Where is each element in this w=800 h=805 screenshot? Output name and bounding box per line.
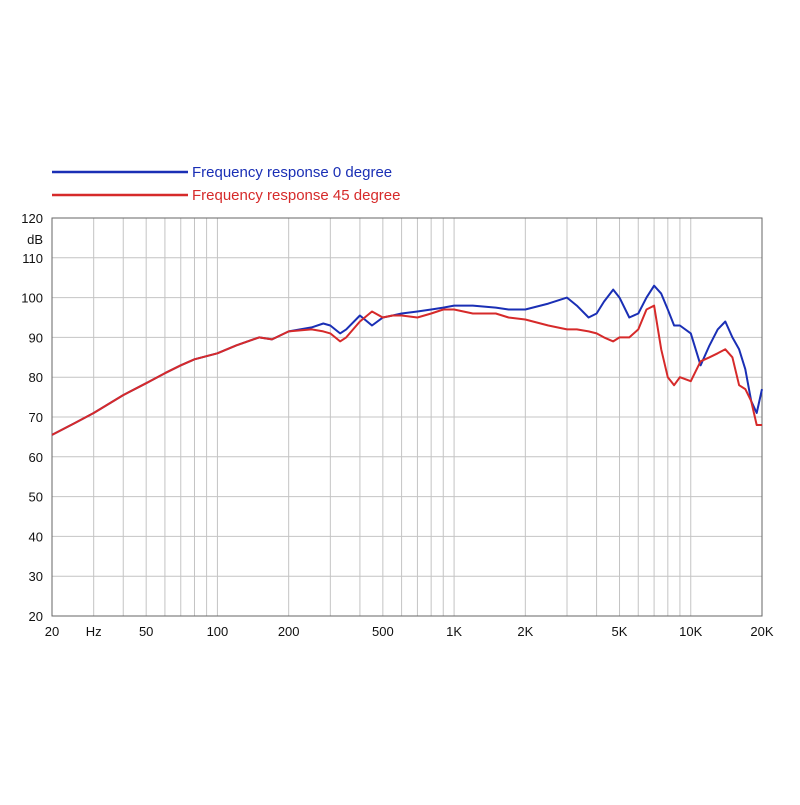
x-tick-label: 100: [207, 624, 229, 639]
series-layer: [51, 284, 763, 436]
y-tick-label: 110: [22, 251, 43, 266]
y-tick-label: 40: [29, 529, 43, 544]
y-tick-label: 80: [29, 370, 43, 385]
x-tick-label: 50: [139, 624, 153, 639]
plot-frame: [51, 217, 763, 617]
y-tick-label: 30: [29, 569, 43, 584]
y-tick-label: 90: [29, 330, 43, 345]
x-tick-label: 20: [45, 624, 59, 639]
x-tick-label: 10K: [679, 624, 702, 639]
legend-label-0deg: Frequency response 0 degree: [192, 164, 392, 181]
x-tick-label: 200: [278, 624, 300, 639]
tick-layer: 20 30 40 50 60 70 80 90 100 110 120 dB 20 Hz 50 100 200 5…: [21, 211, 774, 639]
x-axis-label: Hz: [86, 624, 102, 639]
x-tick-label: 5K: [612, 624, 628, 639]
legend-label-45deg: Frequency response 45 degree: [192, 187, 400, 204]
x-tick-label: 1K: [446, 624, 462, 639]
y-tick-label: 20: [29, 609, 43, 624]
x-tick-label: 20K: [750, 624, 773, 639]
x-tick-label: 500: [372, 624, 394, 639]
grid-layer: [52, 218, 762, 616]
x-tick-label: 2K: [517, 624, 533, 639]
y-tick-label: 120: [21, 211, 43, 226]
series-45deg-line: [51, 304, 762, 436]
y-tick-label: 60: [29, 450, 43, 465]
y-tick-label: 70: [29, 410, 43, 425]
y-axis-label: dB: [27, 232, 43, 247]
legend: Frequency response 0 degree Frequency res…: [52, 164, 400, 204]
y-tick-label: 50: [29, 490, 43, 505]
y-tick-label: 100: [21, 291, 43, 306]
